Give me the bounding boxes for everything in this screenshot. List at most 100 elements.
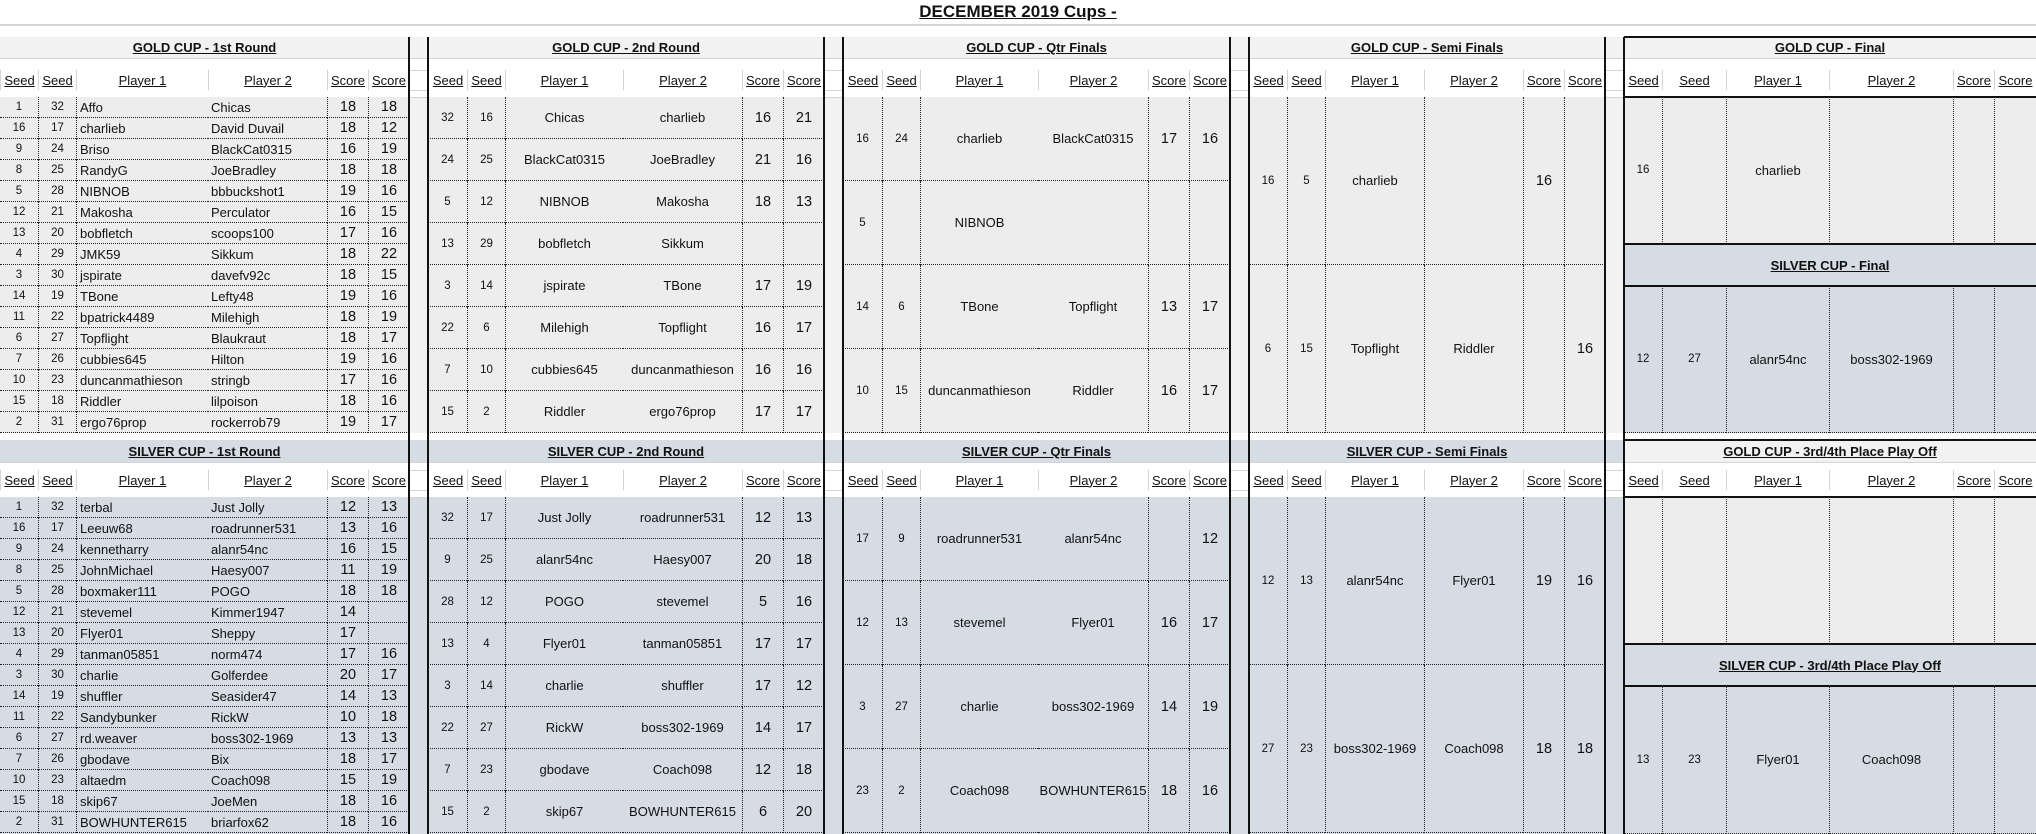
name-cell[interactable]: Haesy007 (623, 539, 742, 581)
score-cell[interactable]: 17 (783, 391, 824, 433)
score-cell[interactable]: 20 (742, 539, 783, 581)
score-cell[interactable]: 21 (783, 97, 824, 139)
seed-cell[interactable]: 14 (0, 686, 38, 707)
score-cell[interactable]: 13 (783, 181, 824, 223)
seed-cell[interactable]: 21 (38, 602, 76, 623)
name-cell[interactable]: David Duvail (208, 118, 327, 139)
seed-cell[interactable]: 27 (467, 707, 505, 749)
name-cell[interactable]: Riddler (505, 391, 623, 433)
name-cell[interactable]: boxmaker111 (76, 581, 208, 602)
name-cell[interactable]: JMK59 (76, 244, 208, 265)
score-cell[interactable]: 18 (1523, 665, 1564, 833)
name-cell[interactable]: altaedm (76, 770, 208, 791)
score-cell[interactable]: 16 (368, 812, 409, 833)
seed-cell[interactable]: 27 (38, 328, 76, 349)
score-cell[interactable]: 14 (327, 602, 368, 623)
name-cell[interactable]: Riddler (1424, 265, 1523, 433)
seed-cell[interactable]: 28 (38, 181, 76, 202)
seed-cell[interactable]: 18 (38, 391, 76, 412)
score-cell[interactable]: 16 (1189, 97, 1230, 181)
seed-cell[interactable]: 15 (1287, 265, 1325, 433)
score-cell[interactable]: 17 (783, 623, 824, 665)
name-cell[interactable]: Topflight (1325, 265, 1424, 433)
seed-cell[interactable]: 13 (1287, 497, 1325, 665)
name-cell[interactable]: boss302-1969 (208, 728, 327, 749)
name-cell[interactable]: Just Jolly (505, 497, 623, 539)
name-cell[interactable]: JoeBradley (623, 139, 742, 181)
seed-cell[interactable]: 3 (428, 665, 467, 707)
name-cell[interactable]: roadrunner531 (623, 497, 742, 539)
name-cell[interactable]: POGO (505, 581, 623, 623)
score-cell[interactable]: 17 (783, 707, 824, 749)
score-cell[interactable]: 18 (783, 539, 824, 581)
seed-cell[interactable]: 7 (428, 349, 467, 391)
score-cell[interactable]: 14 (327, 686, 368, 707)
seed-cell[interactable]: 6 (467, 307, 505, 349)
seed-cell[interactable]: 26 (38, 749, 76, 770)
score-cell[interactable] (1953, 497, 1994, 644)
seed-cell[interactable]: 5 (843, 181, 882, 265)
name-cell[interactable]: duncanmathieson (920, 349, 1038, 433)
score-cell[interactable]: 18 (368, 581, 409, 602)
seed-cell[interactable]: 2 (0, 412, 38, 433)
seed-cell[interactable]: 16 (0, 118, 38, 139)
name-cell[interactable]: Hilton (208, 349, 327, 370)
name-cell[interactable]: jspirate (505, 265, 623, 307)
name-cell[interactable]: JohnMichael (76, 560, 208, 581)
score-cell[interactable]: 13 (368, 686, 409, 707)
name-cell[interactable]: Affo (76, 97, 208, 118)
name-cell[interactable]: Topflight (623, 307, 742, 349)
score-cell[interactable]: 18 (327, 749, 368, 770)
seed-cell[interactable]: 5 (0, 581, 38, 602)
seed-cell[interactable]: 20 (38, 623, 76, 644)
seed-cell[interactable]: 10 (0, 370, 38, 391)
name-cell[interactable]: scoops100 (208, 223, 327, 244)
seed-cell[interactable]: 15 (0, 391, 38, 412)
name-cell[interactable]: RandyG (76, 160, 208, 181)
score-cell[interactable]: 16 (368, 223, 409, 244)
score-cell[interactable]: 12 (742, 497, 783, 539)
seed-cell[interactable]: 3 (428, 265, 467, 307)
seed-cell[interactable] (1624, 497, 1662, 644)
score-cell[interactable]: 5 (742, 581, 783, 623)
name-cell[interactable]: charlieb (920, 97, 1038, 181)
seed-cell[interactable]: 19 (38, 686, 76, 707)
score-cell[interactable]: 17 (742, 665, 783, 707)
name-cell[interactable]: stevemel (76, 602, 208, 623)
score-cell[interactable] (1564, 97, 1605, 265)
score-cell[interactable]: 21 (742, 139, 783, 181)
score-cell[interactable] (1994, 286, 2036, 433)
score-cell[interactable]: 16 (742, 307, 783, 349)
score-cell[interactable]: 12 (742, 749, 783, 791)
seed-cell[interactable]: 13 (428, 223, 467, 265)
seed-cell[interactable]: 9 (0, 139, 38, 160)
score-cell[interactable]: 17 (327, 223, 368, 244)
score-cell[interactable] (1994, 97, 2036, 244)
name-cell[interactable]: POGO (208, 581, 327, 602)
score-cell[interactable]: 19 (368, 139, 409, 160)
name-cell[interactable]: Chicas (208, 97, 327, 118)
score-cell[interactable]: 16 (368, 181, 409, 202)
score-cell[interactable]: 16 (1523, 97, 1564, 265)
score-cell[interactable]: 19 (327, 349, 368, 370)
score-cell[interactable]: 16 (368, 370, 409, 391)
score-cell[interactable]: 17 (1189, 265, 1230, 349)
score-cell[interactable]: 17 (327, 623, 368, 644)
seed-cell[interactable]: 7 (428, 749, 467, 791)
score-cell[interactable]: 16 (1564, 497, 1605, 665)
score-cell[interactable] (783, 223, 824, 265)
name-cell[interactable]: rockerrob79 (208, 412, 327, 433)
seed-cell[interactable]: 15 (428, 791, 467, 833)
name-cell[interactable]: JoeBradley (208, 160, 327, 181)
name-cell[interactable]: Coach098 (1424, 665, 1523, 833)
score-cell[interactable]: 18 (327, 97, 368, 118)
name-cell[interactable] (1829, 97, 1953, 244)
name-cell[interactable] (1829, 497, 1953, 644)
name-cell[interactable]: charlieb (623, 97, 742, 139)
seed-cell[interactable]: 1 (0, 497, 38, 518)
seed-cell[interactable]: 1 (0, 97, 38, 118)
name-cell[interactable]: TBone (920, 265, 1038, 349)
seed-cell[interactable]: 25 (38, 160, 76, 181)
seed-cell[interactable]: 6 (882, 265, 920, 349)
score-cell[interactable]: 19 (783, 265, 824, 307)
